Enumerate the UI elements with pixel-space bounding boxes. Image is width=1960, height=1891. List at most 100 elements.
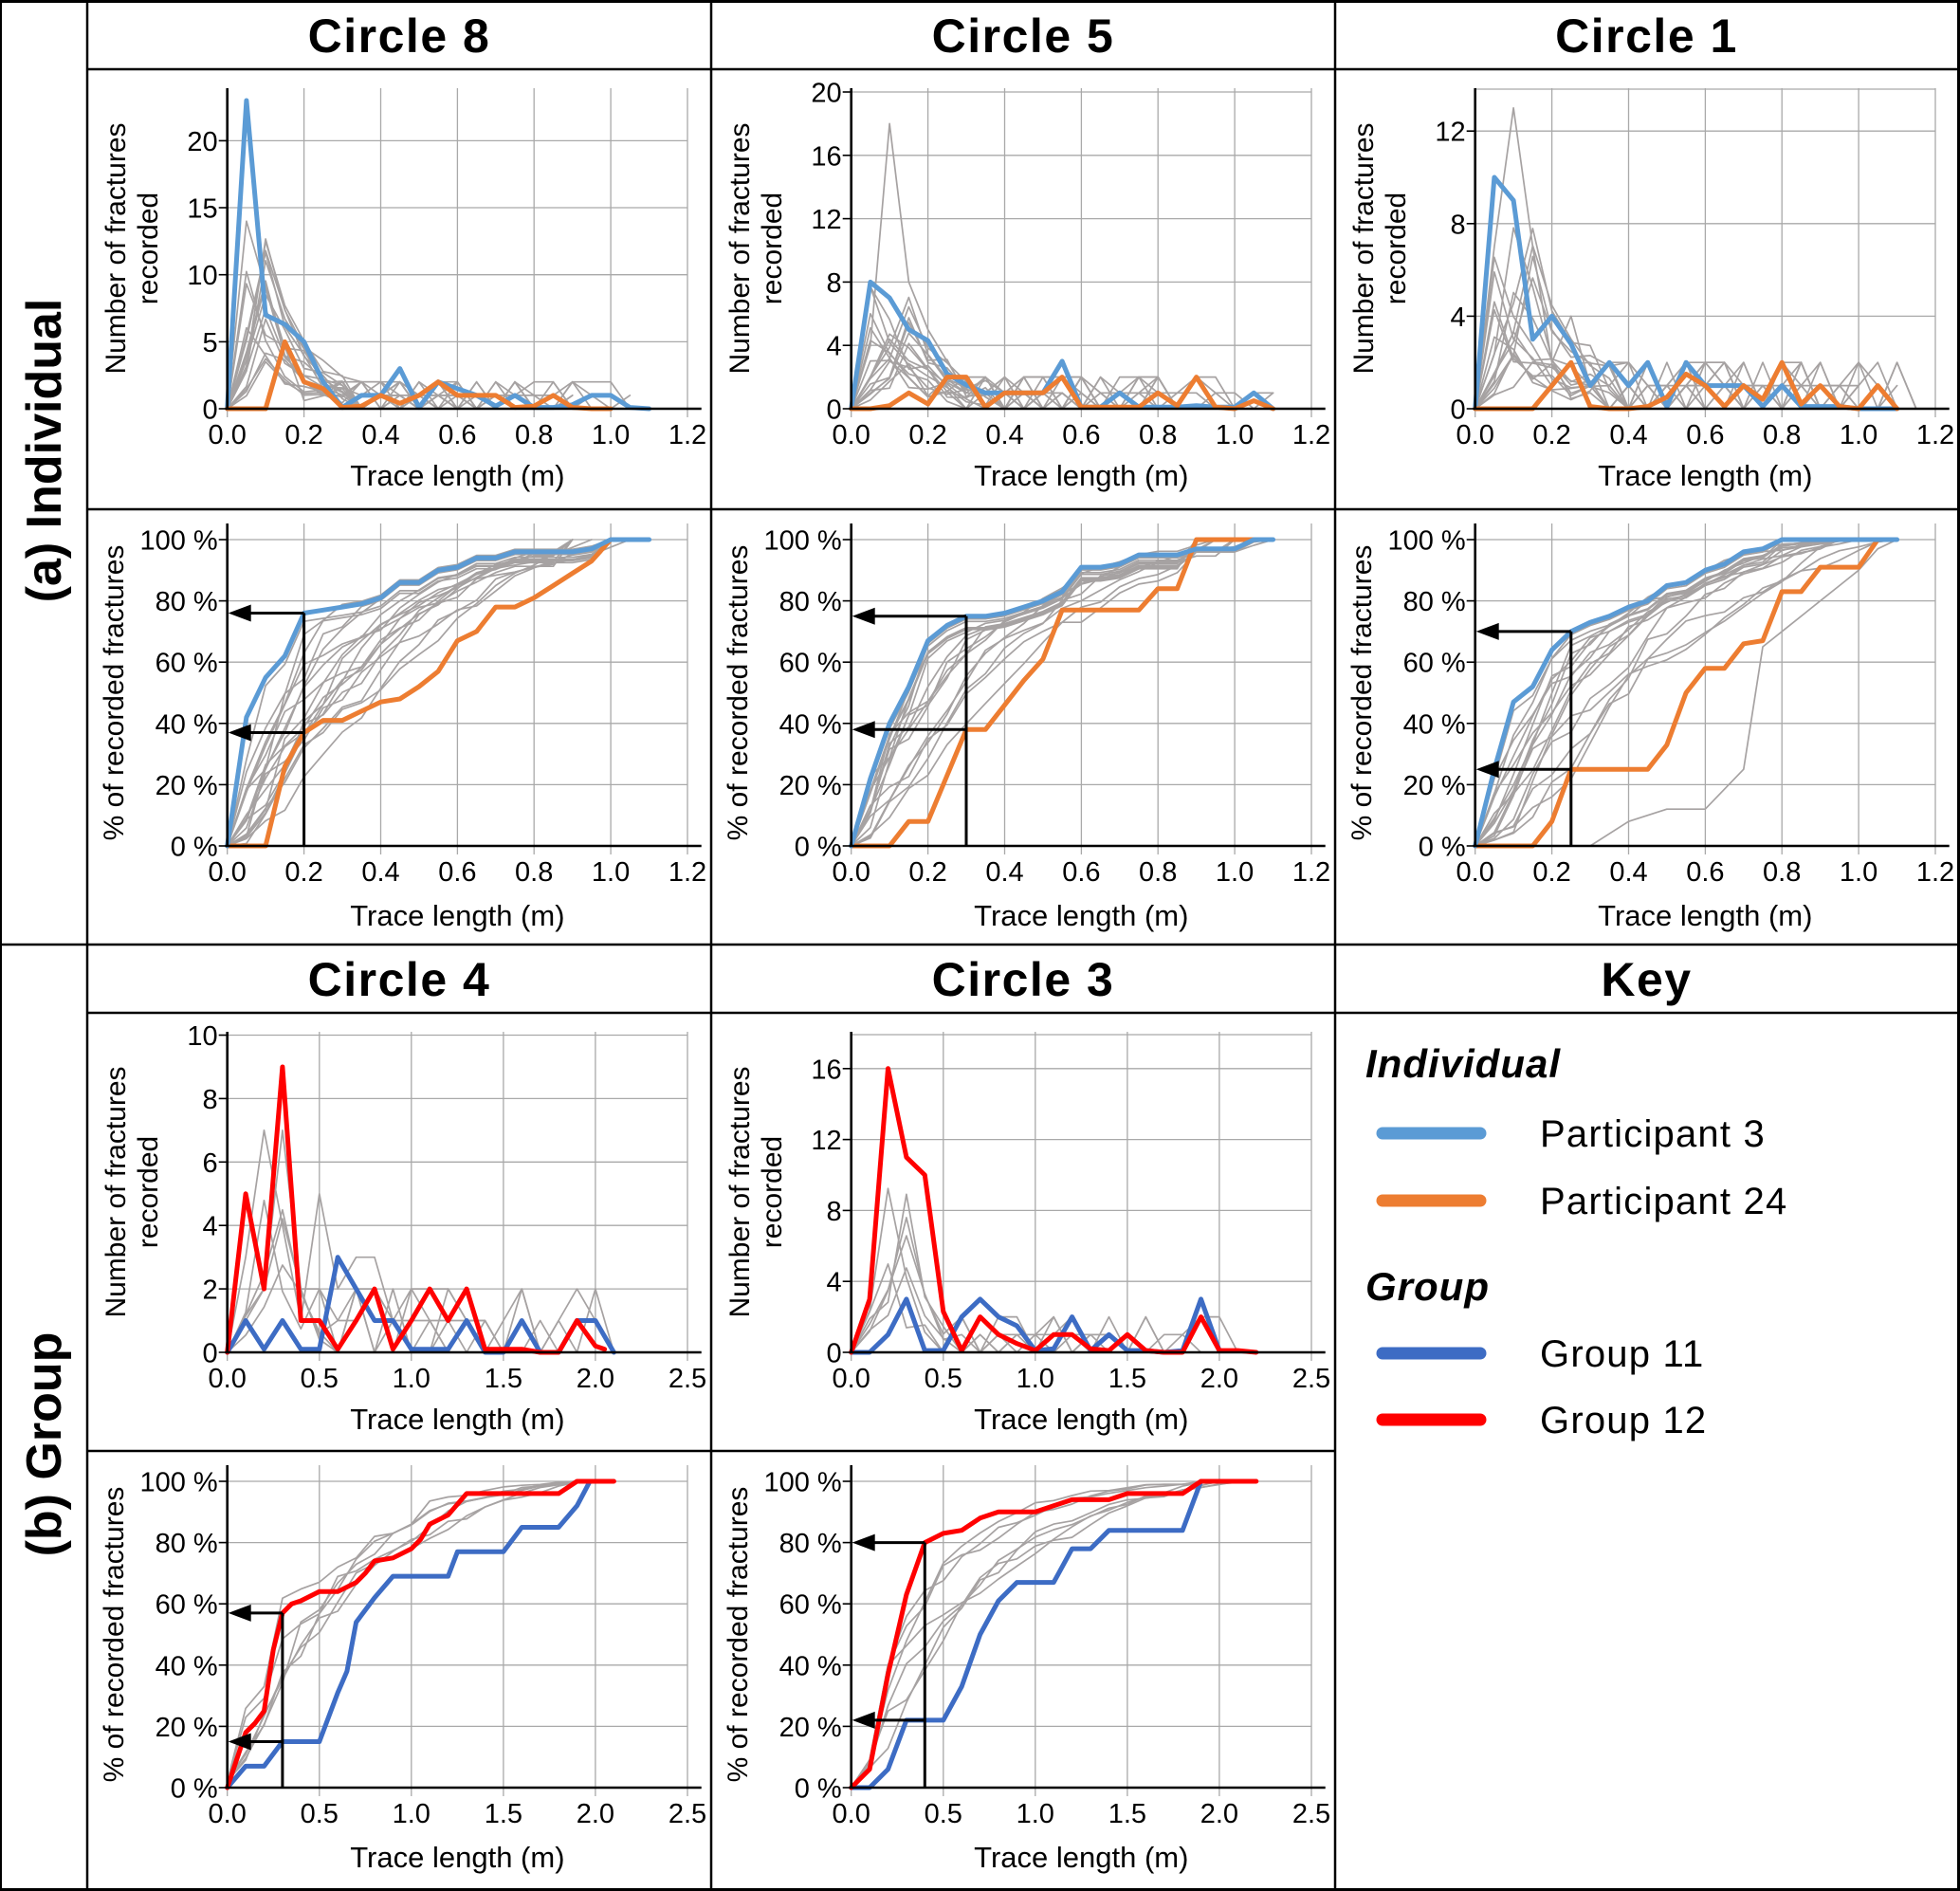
- svg-text:80 %: 80 %: [1403, 587, 1466, 617]
- svg-text:0 %: 0 %: [171, 833, 218, 863]
- svg-text:0.4: 0.4: [361, 420, 399, 450]
- svg-text:20 %: 20 %: [156, 771, 218, 801]
- svg-text:1.5: 1.5: [485, 1364, 522, 1394]
- svg-text:20 %: 20 %: [779, 771, 842, 801]
- svg-text:100 %: 100 %: [763, 526, 841, 557]
- svg-text:% of recorded fractures: % of recorded fractures: [723, 1487, 754, 1783]
- svg-text:0.5: 0.5: [925, 1364, 962, 1394]
- svg-text:8: 8: [203, 1085, 218, 1115]
- svg-text:Number of fractures: Number of fractures: [101, 1066, 132, 1317]
- svg-text:Circle 1: Circle 1: [1555, 9, 1738, 63]
- svg-text:0: 0: [203, 1339, 218, 1369]
- svg-text:2.5: 2.5: [669, 1799, 706, 1829]
- svg-text:0 %: 0 %: [1419, 833, 1466, 863]
- svg-text:0.0: 0.0: [1456, 420, 1494, 450]
- svg-text:recorded: recorded: [133, 1136, 164, 1248]
- svg-text:40 %: 40 %: [156, 1651, 218, 1681]
- svg-text:Number of fractures: Number of fractures: [1348, 122, 1380, 374]
- svg-text:1.2: 1.2: [1916, 857, 1954, 888]
- svg-text:0.2: 0.2: [284, 857, 322, 888]
- svg-text:100 %: 100 %: [139, 526, 217, 557]
- svg-text:Trace length (m): Trace length (m): [974, 459, 1188, 492]
- svg-text:% of recorded fractures: % of recorded fractures: [1346, 545, 1378, 841]
- svg-text:Trace length (m): Trace length (m): [974, 1403, 1188, 1436]
- svg-text:recorded: recorded: [133, 193, 164, 304]
- svg-text:10: 10: [187, 1021, 217, 1052]
- svg-text:Circle 3: Circle 3: [932, 953, 1115, 1006]
- svg-text:0.0: 0.0: [833, 857, 870, 888]
- svg-text:4: 4: [827, 332, 842, 362]
- svg-text:1.2: 1.2: [669, 420, 706, 450]
- svg-text:2.0: 2.0: [1200, 1799, 1238, 1829]
- svg-text:40 %: 40 %: [1403, 709, 1466, 740]
- svg-text:0.4: 0.4: [1609, 420, 1647, 450]
- svg-text:15: 15: [187, 194, 217, 225]
- svg-text:1.5: 1.5: [1108, 1364, 1146, 1394]
- svg-text:Trace length (m): Trace length (m): [350, 459, 564, 492]
- svg-text:0.2: 0.2: [908, 857, 946, 888]
- svg-text:12: 12: [811, 1126, 841, 1156]
- svg-text:(a) Individual: (a) Individual: [17, 299, 72, 603]
- svg-text:Circle 5: Circle 5: [932, 9, 1115, 63]
- svg-text:100 %: 100 %: [139, 1468, 217, 1498]
- svg-text:1.0: 1.0: [1017, 1364, 1054, 1394]
- svg-text:0.6: 0.6: [438, 420, 476, 450]
- svg-text:0.6: 0.6: [1062, 420, 1100, 450]
- svg-text:0.0: 0.0: [209, 420, 247, 450]
- svg-text:60 %: 60 %: [779, 1590, 842, 1621]
- svg-text:1.5: 1.5: [1108, 1799, 1146, 1829]
- svg-text:80 %: 80 %: [779, 587, 842, 617]
- svg-text:Number of fractures: Number of fractures: [724, 122, 756, 374]
- svg-text:0.0: 0.0: [209, 857, 247, 888]
- svg-text:2.5: 2.5: [1292, 1799, 1330, 1829]
- svg-text:80 %: 80 %: [779, 1529, 842, 1559]
- svg-text:Circle 8: Circle 8: [308, 9, 491, 63]
- svg-text:1.0: 1.0: [1216, 420, 1254, 450]
- svg-text:0.8: 0.8: [515, 857, 553, 888]
- svg-text:0.2: 0.2: [908, 420, 946, 450]
- svg-text:0.0: 0.0: [833, 1364, 870, 1394]
- svg-text:5: 5: [203, 328, 218, 358]
- svg-text:Trace length (m): Trace length (m): [350, 899, 564, 932]
- svg-text:Trace length (m): Trace length (m): [350, 1841, 564, 1874]
- svg-text:Circle 4: Circle 4: [308, 953, 491, 1006]
- svg-text:1.0: 1.0: [393, 1364, 430, 1394]
- svg-text:Individual: Individual: [1365, 1041, 1561, 1086]
- svg-text:Group: Group: [1365, 1264, 1490, 1309]
- svg-text:1.5: 1.5: [485, 1799, 522, 1829]
- svg-text:0 %: 0 %: [795, 1774, 842, 1805]
- svg-text:40 %: 40 %: [779, 709, 842, 740]
- svg-text:0.6: 0.6: [1686, 420, 1724, 450]
- svg-text:10: 10: [187, 261, 217, 291]
- svg-text:16: 16: [811, 141, 841, 172]
- svg-text:0.0: 0.0: [833, 1799, 870, 1829]
- svg-text:20 %: 20 %: [156, 1713, 218, 1743]
- svg-text:8: 8: [827, 1197, 842, 1227]
- svg-text:20: 20: [187, 127, 217, 157]
- svg-text:0: 0: [1451, 395, 1466, 426]
- svg-text:0: 0: [203, 395, 218, 426]
- svg-text:(b) Group: (b) Group: [17, 1332, 72, 1557]
- svg-text:0.6: 0.6: [1686, 857, 1724, 888]
- svg-text:100 %: 100 %: [1387, 526, 1465, 557]
- svg-text:% of recorded fractures: % of recorded fractures: [723, 545, 754, 841]
- svg-text:6: 6: [203, 1148, 218, 1179]
- svg-text:20 %: 20 %: [779, 1713, 842, 1743]
- svg-text:Group 12: Group 12: [1540, 1400, 1707, 1441]
- svg-text:0.4: 0.4: [361, 857, 399, 888]
- svg-text:2.0: 2.0: [577, 1799, 614, 1829]
- svg-text:40 %: 40 %: [779, 1651, 842, 1681]
- svg-text:0.6: 0.6: [1062, 857, 1100, 888]
- svg-text:Number of fractures: Number of fractures: [101, 122, 132, 374]
- svg-text:2.5: 2.5: [669, 1364, 706, 1394]
- svg-text:Group 11: Group 11: [1540, 1333, 1704, 1375]
- svg-text:Number of fractures: Number of fractures: [724, 1066, 756, 1317]
- svg-text:% of recorded fractures: % of recorded fractures: [99, 1487, 130, 1783]
- svg-text:80 %: 80 %: [156, 587, 218, 617]
- svg-text:60 %: 60 %: [156, 649, 218, 679]
- svg-text:2.5: 2.5: [1292, 1364, 1330, 1394]
- svg-text:0 %: 0 %: [171, 1774, 218, 1805]
- svg-text:1.0: 1.0: [393, 1799, 430, 1829]
- svg-text:0.5: 0.5: [925, 1799, 962, 1829]
- svg-text:0.0: 0.0: [209, 1364, 247, 1394]
